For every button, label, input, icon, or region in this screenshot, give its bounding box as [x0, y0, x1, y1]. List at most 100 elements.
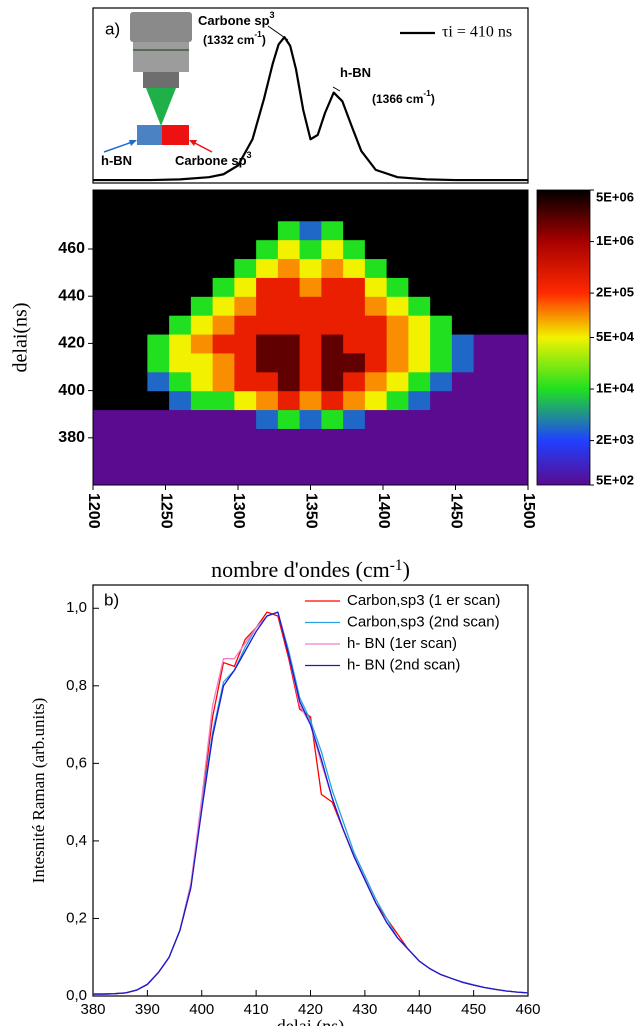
series-line [93, 611, 529, 995]
heatmap-cell [277, 390, 301, 411]
colorbar-tick-label: 2E+05 [596, 285, 634, 300]
heatmap-cell [517, 220, 528, 241]
heatmap-cell [517, 428, 528, 448]
x-tick-label: 1450 [447, 493, 464, 529]
heatmap-cell [234, 315, 257, 335]
x-tick-label: 460 [515, 1001, 540, 1018]
heatmap-cell [93, 220, 105, 241]
text-part: Carbone sp [198, 13, 270, 28]
heatmap-cell [430, 201, 453, 222]
heatmap-cell [386, 428, 409, 448]
y-tick-label: 400 [58, 382, 85, 399]
heatmap-cell [495, 371, 518, 392]
heatmap-cell [277, 428, 301, 448]
heatmap-cell [125, 409, 148, 429]
heatmap-cell [190, 409, 214, 429]
heatmap-cell [386, 447, 409, 467]
heatmap-cell [190, 333, 214, 354]
heatmap-cell [299, 352, 322, 373]
heatmap-cell [234, 220, 257, 241]
heatmap-cell [299, 409, 322, 429]
heatmap-cell [386, 333, 409, 354]
y-axis-label: Intesnité Raman (arb.units) [29, 698, 48, 884]
heatmap-cell [277, 258, 301, 278]
arrow-head [189, 140, 197, 146]
heatmap-cell [234, 190, 257, 203]
panel-label: a) [105, 19, 120, 38]
heatmap-cell [299, 315, 322, 335]
arrow-head [129, 140, 137, 146]
heatmap-cell [386, 277, 409, 297]
x-tick-label: 380 [80, 1001, 105, 1018]
heatmap-cell [495, 201, 518, 222]
heatmap-cell [212, 258, 235, 278]
heatmap-cell [430, 220, 453, 241]
heatmap-cell [517, 201, 528, 222]
heatmap-cell [125, 466, 148, 485]
heatmap-cell [364, 409, 388, 429]
heatmap-cell [408, 201, 431, 222]
heatmap-cell [147, 220, 170, 241]
heatmap-cell [408, 296, 431, 316]
heatmap-cell [321, 296, 344, 316]
heatmap-cell [343, 201, 366, 222]
heatmap-cell [169, 277, 192, 297]
heatmap-cell [103, 258, 127, 278]
heatmap-cell [321, 390, 344, 411]
heatmap-cell [473, 447, 496, 467]
heatmap-cell [451, 277, 475, 297]
heatmap-cell [495, 352, 518, 373]
heatmap-cell [495, 428, 518, 448]
heatmap-cell [169, 220, 192, 241]
y-tick-label: 420 [58, 335, 85, 352]
heatmap-cell [321, 428, 344, 448]
heatmap-cell [386, 409, 409, 429]
heatmap-cell [234, 466, 257, 485]
heatmap-cell [256, 258, 279, 278]
heatmap-cell [103, 333, 127, 354]
heatmap-cell [256, 466, 279, 485]
heatmap-cell [147, 333, 170, 354]
heatmap-cell [212, 239, 235, 260]
heatmap-cell [343, 390, 366, 411]
heatmap-cell [169, 390, 192, 411]
heatmap-cell [408, 466, 431, 485]
heatmap-cell [430, 371, 453, 392]
heatmap-cell [93, 239, 105, 260]
heatmap-cell [93, 190, 105, 203]
heatmap-cell [169, 447, 192, 467]
heatmap-cell [299, 333, 322, 354]
heatmap-cell [103, 296, 127, 316]
heatmap-cell [234, 371, 257, 392]
heatmap-cell [256, 390, 279, 411]
heatmap-cell [190, 258, 214, 278]
heatmap-cell [473, 258, 496, 278]
heatmap-cell [234, 239, 257, 260]
text-part: ) [262, 33, 266, 47]
text-part: (1366 cm [372, 92, 423, 106]
heatmap-cell [473, 409, 496, 429]
heatmap-cell [93, 296, 105, 316]
heatmap-cell [451, 201, 475, 222]
heatmap-cell [343, 371, 366, 392]
heatmap-cell [495, 466, 518, 485]
heatmap-cell [343, 315, 366, 335]
objective-body [133, 42, 189, 72]
heatmap-cell [299, 371, 322, 392]
heatmap-cell [321, 277, 344, 297]
heatmap-cell [299, 277, 322, 297]
heatmap-cell [430, 277, 453, 297]
heatmap-cell [299, 190, 322, 203]
heatmap-cell [103, 190, 127, 203]
heatmap-cell [430, 258, 453, 278]
heatmap-cell [495, 258, 518, 278]
heatmap-cell [473, 296, 496, 316]
heatmap-cell [256, 409, 279, 429]
heatmap-cell [256, 190, 279, 203]
heatmap-cell [190, 371, 214, 392]
microscope-illustration [103, 12, 341, 153]
x-tick-label: 430 [352, 1001, 377, 1018]
heatmap-cell [169, 428, 192, 448]
heatmap-cell [234, 201, 257, 222]
heatmap-cell [277, 190, 301, 203]
